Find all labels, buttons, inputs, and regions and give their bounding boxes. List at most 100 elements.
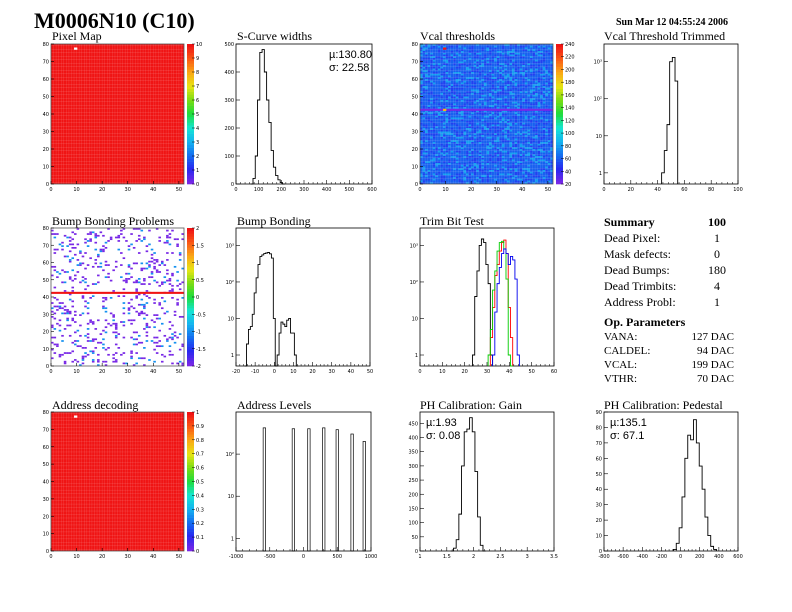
vcal-thresholds-cell xyxy=(481,171,484,174)
vcal-thresholds-cell xyxy=(522,98,525,100)
bump-bonding-problems-cell xyxy=(91,359,95,361)
address-levels-y-tick-label: 1 xyxy=(231,536,234,542)
bump-bonding-problems-cell xyxy=(145,262,149,265)
ph-calibration-pedestal-y-tick-label: 80 xyxy=(596,425,602,431)
vcal-thresholds-cell xyxy=(476,170,479,172)
vcal-thresholds-cell xyxy=(473,171,477,174)
vcal-thresholds-cell xyxy=(432,136,436,139)
address-decoding-colorbar-segment xyxy=(187,478,194,482)
vcal-thresholds-cell xyxy=(522,100,525,102)
vcal-thresholds-cell xyxy=(458,166,461,169)
vcal-thresholds-colorbar-segment xyxy=(556,49,563,53)
vcal-thresholds-cell xyxy=(532,152,536,155)
vcal-thresholds-cell xyxy=(547,166,551,169)
vcal-thresholds-cell xyxy=(519,98,523,100)
vcal-thresholds-cell xyxy=(435,133,438,135)
vcal-thresholds-cell xyxy=(519,161,523,163)
vcal-thresholds-cell xyxy=(524,70,528,72)
vcal-thresholds-cell xyxy=(471,103,474,106)
vcal-thresholds-cell xyxy=(524,140,528,142)
vcal-thresholds-cell xyxy=(524,159,528,162)
vcal-thresholds-y-tick-label: 80 xyxy=(412,42,418,48)
vcal-thresholds-cell xyxy=(545,171,548,174)
ph-calibration-pedestal-sigma-label: σ: 67.1 xyxy=(610,430,644,442)
vcal-thresholds-colorbar-label: 200 xyxy=(565,67,575,73)
address-decoding-x-tick-label: 20 xyxy=(99,554,105,560)
vcal-thresholds-cell xyxy=(535,136,538,139)
vcal-thresholds-cell xyxy=(425,44,428,46)
vcal-thresholds-cell xyxy=(537,103,541,106)
vcal-thresholds-cell xyxy=(519,91,523,93)
vcal-thresholds-cell xyxy=(494,147,497,149)
bump-bonding-problems-cell xyxy=(102,234,105,237)
address-decoding-colorbar-segment xyxy=(187,534,194,538)
vcal-thresholds-cell xyxy=(501,70,505,72)
vcal-thresholds-cell xyxy=(425,175,428,177)
vcal-thresholds-cell xyxy=(506,44,510,46)
vcal-thresholds-cell xyxy=(519,122,523,125)
vcal-thresholds-cell xyxy=(486,175,490,177)
bump-bonding-problems-y-tick-label: 60 xyxy=(43,261,49,267)
vcal-thresholds-cell xyxy=(532,175,536,177)
vcal-thresholds-cell xyxy=(527,178,530,181)
vcal-thresholds-cell xyxy=(427,129,431,132)
bump-bonding-y-tick-label: 10³ xyxy=(226,243,234,249)
vcal-thresholds-cell xyxy=(455,45,459,48)
bump-bonding-problems-cell xyxy=(74,340,77,342)
bump-bonding-problems-cell xyxy=(140,303,144,306)
bump-bonding-problems-colorbar-segment xyxy=(187,291,194,295)
vcal-thresholds-cell xyxy=(466,101,469,104)
vcal-thresholds-cell xyxy=(489,75,492,78)
vcal-thresholds-cell xyxy=(430,61,433,64)
vcal-thresholds-cell xyxy=(491,73,495,76)
pixel-map-colorbar-segment xyxy=(187,69,194,73)
bump-bonding-problems-cell xyxy=(56,305,59,308)
bump-bonding-problems-cell xyxy=(178,252,182,254)
bump-bonding-x-tick-label: 0 xyxy=(273,369,276,375)
bump-bonding-problems-cell xyxy=(112,331,115,334)
vcal-thresholds-cell xyxy=(496,89,500,92)
vcal-thresholds-cell xyxy=(524,115,528,118)
address-decoding-colorbar-label: 0.8 xyxy=(196,438,204,444)
bump-bonding-problems-cell xyxy=(176,245,179,247)
pixel-map-colorbar-segment xyxy=(187,178,194,182)
ph-calibration-pedestal-y-tick-label: 40 xyxy=(596,487,602,493)
vcal-thresholds-cell xyxy=(496,168,500,170)
vcal-thresholds-cell xyxy=(509,51,513,53)
vcal-thresholds-cell xyxy=(547,175,551,177)
vcal-thresholds-colorbar-label: 80 xyxy=(565,144,571,150)
vcal-thresholds-cell xyxy=(496,80,500,83)
vcal-thresholds-cell xyxy=(425,54,428,57)
bump-bonding-problems-cell xyxy=(150,340,154,342)
op-param-value: 70 DAC xyxy=(697,373,734,385)
vcal-thresholds-cell xyxy=(455,112,459,114)
bump-bonding-problems-x-tick-label: 0 xyxy=(49,369,52,375)
vcal-thresholds-cell xyxy=(496,147,500,149)
vcal-thresholds-colorbar-segment xyxy=(556,161,563,165)
pixel-map-colorbar-segment xyxy=(187,158,194,162)
vcal-thresholds-cell xyxy=(473,128,477,130)
bump-bonding-problems-cell xyxy=(104,364,108,366)
s-curve-widths-x-tick-label: 500 xyxy=(345,187,355,193)
vcal-thresholds-cell xyxy=(455,87,459,90)
vcal-thresholds-cell xyxy=(440,84,444,86)
vcal-thresholds-cell xyxy=(450,96,454,99)
pixel-map-colorbar-segment xyxy=(187,161,194,165)
vcal-thresholds-cell xyxy=(455,136,459,139)
vcal-thresholds-cell xyxy=(537,80,541,83)
vcal-thresholds-cell xyxy=(506,135,510,137)
vcal-thresholds-cell xyxy=(527,115,530,118)
bump-bonding-problems-cell xyxy=(81,355,85,358)
vcal-thresholds-cell xyxy=(512,87,515,90)
vcal-thresholds-cell xyxy=(445,70,449,72)
vcal-thresholds-x-tick-label: 30 xyxy=(494,187,500,193)
vcal-thresholds-cell xyxy=(537,70,541,72)
vcal-thresholds-colorbar-segment xyxy=(556,74,563,78)
trim-bit-test-y-tick-label: 10³ xyxy=(410,243,418,249)
vcal-thresholds-cell xyxy=(432,82,436,85)
vcal-thresholds-cell xyxy=(435,68,438,71)
vcal-thresholds-cell xyxy=(542,159,546,162)
vcal-thresholds-cell xyxy=(448,170,451,172)
bump-bonding-problems-cell xyxy=(68,260,72,263)
vcal-thresholds-cell xyxy=(425,70,428,72)
